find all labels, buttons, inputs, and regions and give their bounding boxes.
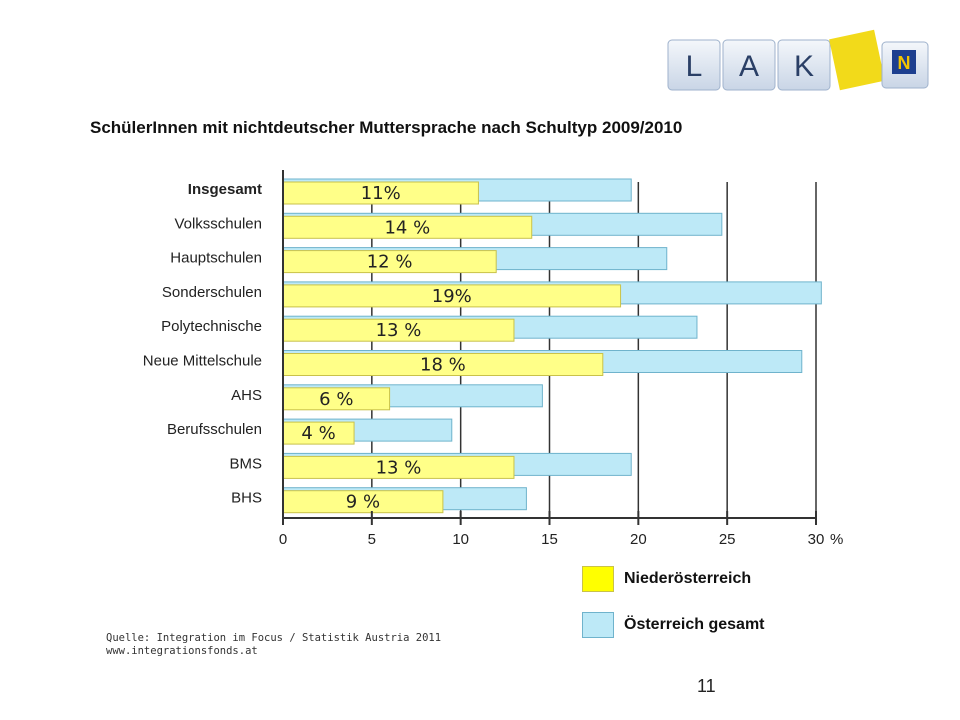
category-label-8: BMS bbox=[229, 455, 262, 472]
x-tick-label-20: 20 bbox=[630, 531, 647, 548]
x-tick-label-25: 25 bbox=[719, 531, 736, 548]
data-label-2: 12 % bbox=[367, 252, 413, 273]
category-label-2: Hauptschulen bbox=[170, 250, 262, 267]
logo-letter-a: A bbox=[739, 50, 759, 83]
lak-logo: L A K N bbox=[667, 29, 929, 91]
logo-letter-l: L bbox=[686, 50, 703, 83]
source-note: Quelle: Integration im Focus / Statistik… bbox=[106, 632, 441, 658]
logo-badge-letter: N bbox=[898, 53, 911, 73]
category-label-7: Berufsschulen bbox=[167, 421, 262, 438]
logo-letter-k: K bbox=[794, 50, 814, 83]
data-label-0: 11% bbox=[361, 183, 401, 204]
category-label-5: Neue Mittelschule bbox=[143, 353, 262, 370]
category-label-6: AHS bbox=[231, 387, 262, 404]
x-axis-unit: % bbox=[830, 531, 843, 548]
data-label-4: 13 % bbox=[376, 320, 422, 341]
x-tick-label-5: 5 bbox=[368, 531, 376, 548]
data-label-7: 4 % bbox=[301, 423, 335, 444]
chart-title: SchülerInnen mit nichtdeutscher Muttersp… bbox=[90, 118, 683, 137]
legend-label-niederoesterreich: Niederösterreich bbox=[624, 570, 752, 587]
data-label-3: 19% bbox=[432, 286, 472, 307]
x-tick-label-0: 0 bbox=[279, 531, 287, 548]
x-tick-label-30: 30 bbox=[808, 531, 825, 548]
category-label-3: Sonderschulen bbox=[162, 284, 262, 301]
category-label-1: Volksschulen bbox=[174, 215, 262, 232]
category-label-0: Insgesamt bbox=[188, 181, 262, 198]
legend-swatch-oesterreich bbox=[582, 612, 614, 638]
category-label-4: Polytechnische bbox=[161, 318, 262, 335]
data-label-6: 6 % bbox=[319, 389, 353, 410]
data-label-1: 14 % bbox=[384, 217, 430, 238]
x-tick-label-10: 10 bbox=[452, 531, 469, 548]
data-label-9: 9 % bbox=[346, 492, 380, 513]
data-label-5: 18 % bbox=[420, 355, 466, 376]
page-number: 11 bbox=[697, 676, 716, 696]
source-url: www.integrationsfonds.at bbox=[106, 645, 258, 657]
source-line: Quelle: Integration im Focus / Statistik… bbox=[106, 632, 442, 644]
x-tick-label-15: 15 bbox=[541, 531, 558, 548]
category-label-9: BHS bbox=[231, 490, 262, 507]
legend-label-oesterreich: Österreich gesamt bbox=[624, 616, 765, 633]
legend-swatch-niederoesterreich bbox=[582, 566, 614, 592]
data-label-8: 13 % bbox=[376, 457, 422, 478]
